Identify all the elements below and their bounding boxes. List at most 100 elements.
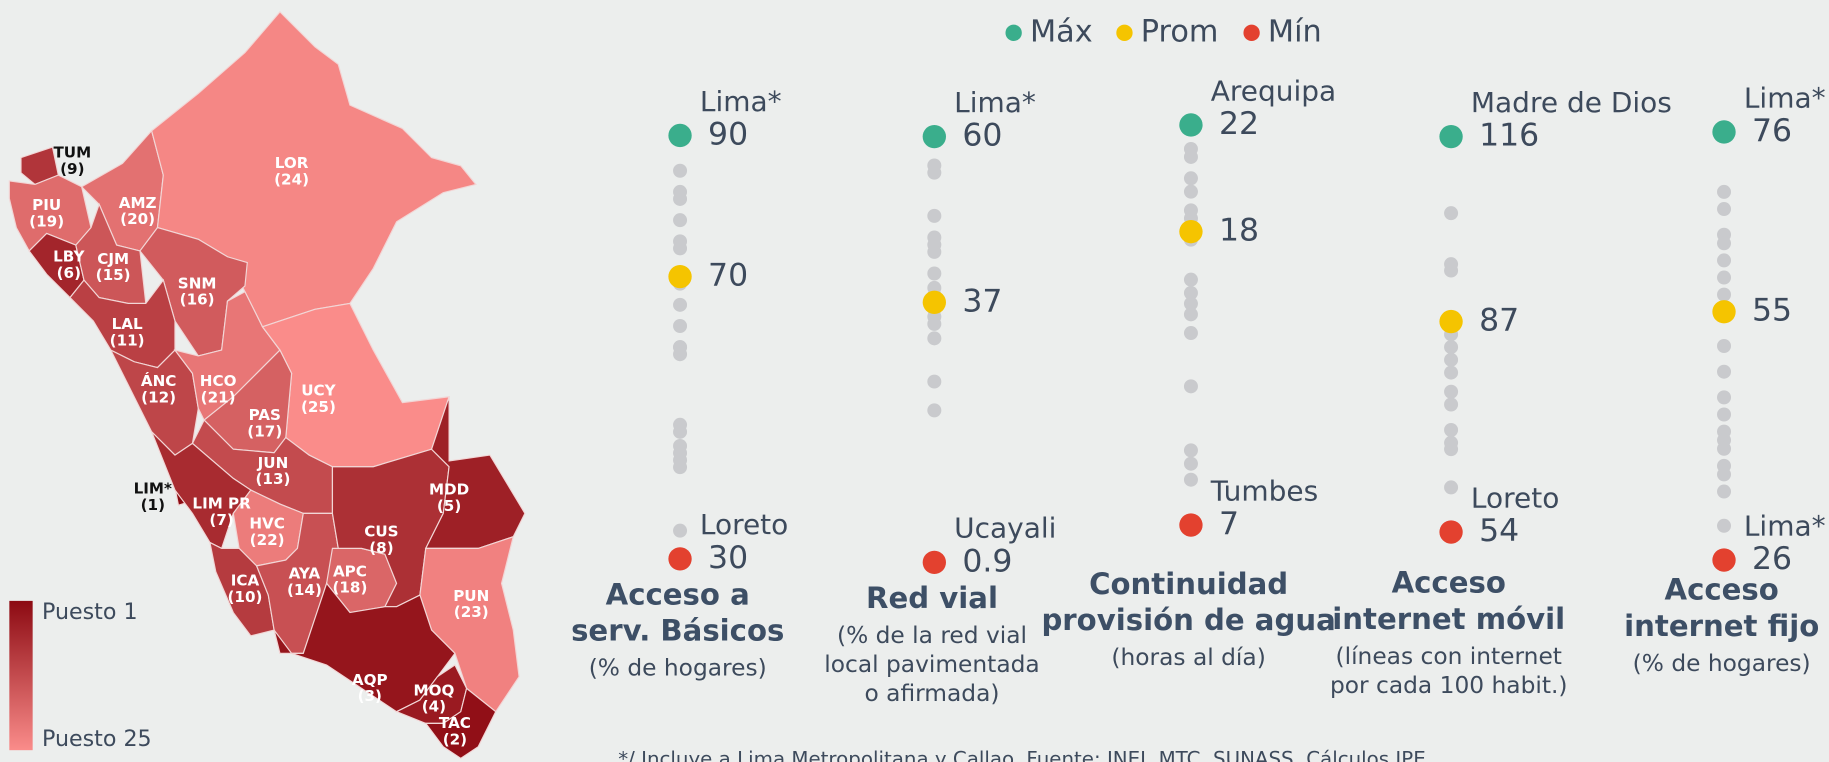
region-code: HCO bbox=[200, 372, 237, 390]
dot bbox=[1717, 236, 1732, 251]
panel-title: internet móvil bbox=[1332, 602, 1565, 636]
dot bbox=[1444, 340, 1459, 355]
panel-title: Red vial bbox=[866, 581, 998, 615]
scale-bottom-label: Puesto 25 bbox=[42, 726, 152, 752]
region-rank: (13) bbox=[255, 470, 290, 488]
panel-subtitle: (% de hogares) bbox=[589, 655, 767, 682]
region-rank: (11) bbox=[110, 331, 145, 349]
region-code: TAC bbox=[439, 714, 471, 732]
region-rank: (21) bbox=[201, 389, 236, 407]
region-rank: (22) bbox=[250, 531, 285, 549]
max-dot bbox=[1179, 113, 1203, 137]
max-name: Lima* bbox=[700, 85, 782, 118]
region-rank: (8) bbox=[369, 539, 393, 557]
dot bbox=[673, 319, 688, 334]
avg-value: 70 bbox=[708, 258, 748, 294]
region-code: MOQ bbox=[413, 681, 454, 699]
dot bbox=[927, 403, 942, 418]
panel-title: serv. Básicos bbox=[571, 614, 784, 648]
region-code: LIM PR bbox=[192, 495, 251, 513]
region-rank: (23) bbox=[454, 603, 489, 621]
max-name: Arequipa bbox=[1211, 74, 1336, 107]
region-code: SNM bbox=[178, 274, 217, 292]
dot bbox=[673, 523, 688, 538]
dot bbox=[673, 163, 688, 178]
region-code: PUN bbox=[453, 587, 489, 605]
panel-title: Acceso bbox=[1392, 566, 1506, 600]
dot bbox=[1183, 272, 1198, 287]
dot bbox=[1183, 296, 1198, 311]
panel-subtitle: por cada 100 habit.) bbox=[1330, 672, 1568, 699]
dot bbox=[1444, 365, 1459, 380]
dot bbox=[1444, 442, 1459, 457]
panel-subtitle: (% de hogares) bbox=[1633, 650, 1811, 677]
dot bbox=[1717, 202, 1732, 217]
panel-title: provisión de agua bbox=[1041, 603, 1335, 637]
scale-top-label: Puesto 1 bbox=[42, 599, 138, 625]
dot bbox=[1717, 184, 1732, 199]
panel-title: Acceso bbox=[1665, 573, 1779, 607]
dot bbox=[1717, 407, 1732, 422]
region-code: LOR bbox=[275, 154, 309, 172]
region-rank: (18) bbox=[332, 579, 367, 597]
avg-value: 87 bbox=[1479, 303, 1519, 339]
panel-title: Continuidad bbox=[1089, 567, 1288, 601]
region-code: HVC bbox=[249, 515, 285, 533]
dot bbox=[1183, 149, 1198, 164]
avg-dot bbox=[1712, 300, 1736, 324]
region-code: PIU bbox=[32, 196, 61, 214]
region bbox=[273, 582, 456, 713]
avg-dot bbox=[668, 264, 692, 289]
dot bbox=[1717, 364, 1732, 379]
dot bbox=[1717, 390, 1732, 405]
dot bbox=[1183, 171, 1198, 186]
min-name: Loreto bbox=[1471, 481, 1559, 514]
region-rank: (16) bbox=[180, 291, 215, 309]
max-value: 76 bbox=[1752, 113, 1792, 149]
dot bbox=[1183, 456, 1198, 471]
dot bbox=[673, 213, 688, 228]
min-name: Ucayali bbox=[954, 512, 1056, 545]
min-value: 26 bbox=[1752, 541, 1792, 577]
panel-subtitle: o afirmada) bbox=[864, 680, 999, 707]
region-rank: (10) bbox=[227, 588, 262, 606]
dot bbox=[1717, 339, 1732, 354]
region-rank: (2) bbox=[443, 730, 467, 748]
max-name: Lima* bbox=[1744, 81, 1826, 114]
dot bbox=[673, 347, 688, 362]
min-value: 30 bbox=[708, 540, 748, 576]
min-dot bbox=[922, 550, 946, 575]
dot bbox=[673, 241, 688, 256]
min-dot bbox=[1439, 520, 1463, 544]
min-dot bbox=[668, 547, 692, 571]
panel-subtitle: local pavimentada bbox=[824, 651, 1039, 678]
legend-dot bbox=[1116, 24, 1133, 41]
dot bbox=[927, 165, 942, 180]
dot bbox=[1717, 484, 1732, 499]
dot bbox=[927, 316, 942, 331]
legend-label: Prom bbox=[1141, 14, 1219, 49]
max-dot bbox=[922, 124, 946, 149]
map: TUM(9) PIU(19) LBY(6) AMZ(20) CJM(15) LOR(24)… bbox=[8, 10, 526, 760]
dot bbox=[1717, 518, 1732, 533]
color-scale bbox=[9, 600, 33, 751]
legend-dot bbox=[1005, 24, 1022, 41]
dot bbox=[1183, 307, 1198, 322]
region-code: JUN bbox=[257, 454, 289, 472]
dot bbox=[1444, 423, 1459, 438]
region-rank: (7) bbox=[209, 511, 233, 529]
region-rank: (24) bbox=[274, 170, 309, 188]
region-code: ÁNC bbox=[141, 371, 177, 390]
max-value: 60 bbox=[962, 118, 1002, 154]
panel-title: internet fijo bbox=[1624, 609, 1819, 643]
dot bbox=[1183, 286, 1198, 301]
dot bbox=[1717, 467, 1732, 482]
dot bbox=[673, 460, 688, 475]
dot bbox=[927, 266, 942, 281]
panel-subtitle: (líneas con internet bbox=[1336, 643, 1562, 670]
dot bbox=[1717, 253, 1732, 268]
max-dot bbox=[1439, 124, 1463, 149]
dot bbox=[927, 244, 942, 259]
dot bbox=[927, 208, 942, 223]
